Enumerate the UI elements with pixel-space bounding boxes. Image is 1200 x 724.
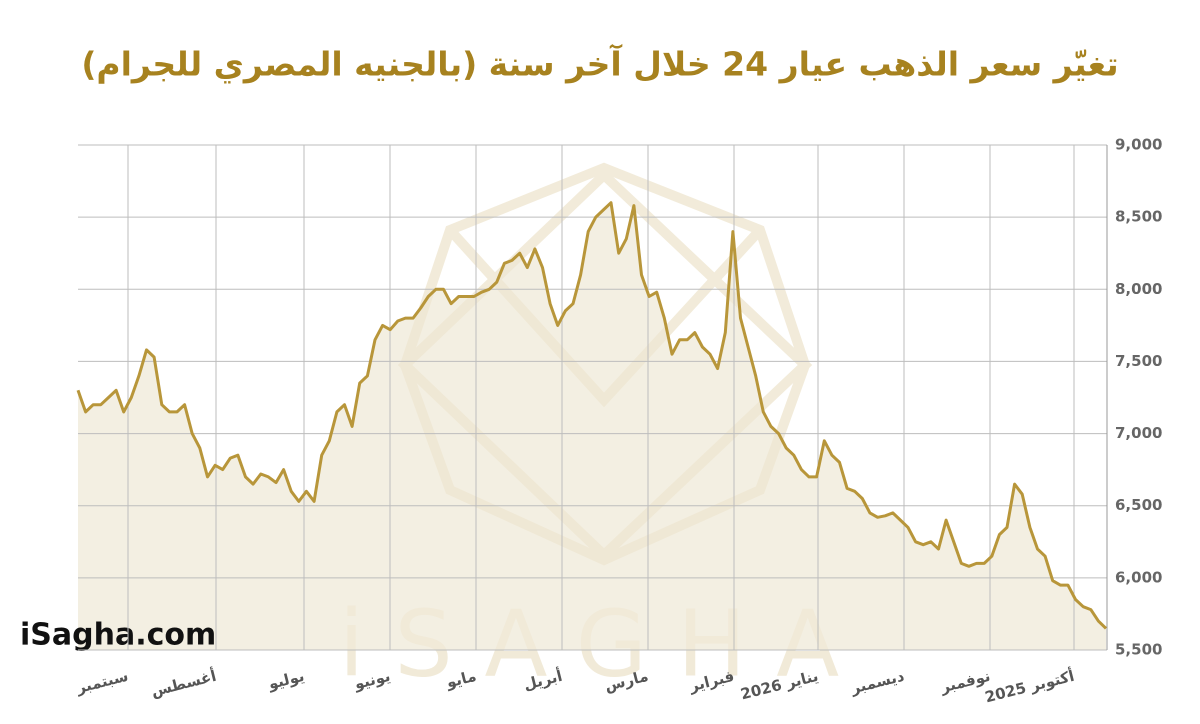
chart-title: تغيّر سعر الذهب عيار 24 خلال آخر سنة (با… <box>81 44 1118 85</box>
y-tick-label: 8,000 <box>1115 280 1162 298</box>
y-tick-label: 7,500 <box>1115 352 1162 370</box>
y-tick-label: 5,500 <box>1115 641 1162 659</box>
watermark: iSAGHA <box>339 590 869 697</box>
area <box>78 202 1106 650</box>
x-tick-label: يوليو <box>266 667 306 693</box>
line <box>76 201 1108 630</box>
x-tick-label: أغسطس <box>149 666 218 701</box>
y-tick-label: 6,000 <box>1115 568 1162 586</box>
brand: iSagha.com <box>20 618 216 653</box>
y-tick-label: 9,000 <box>1115 136 1162 154</box>
y-tick-label: 6,500 <box>1115 496 1162 514</box>
x-tick-label: أكتوبر 2025 <box>983 666 1076 707</box>
x-tick-label: سبتمبر <box>74 667 130 697</box>
y-tick-label: 8,500 <box>1115 208 1162 226</box>
y-tick-label: 7,000 <box>1115 424 1162 442</box>
